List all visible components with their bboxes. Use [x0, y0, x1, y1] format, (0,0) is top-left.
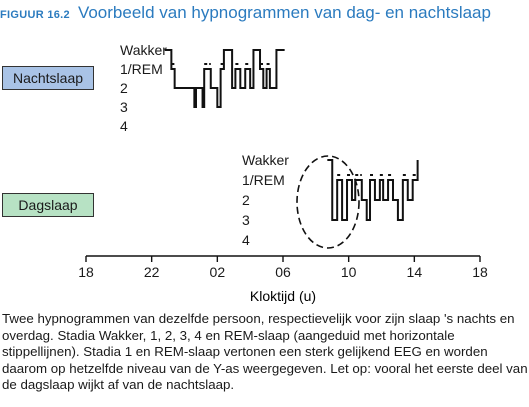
x-tick-label: 14 — [407, 264, 423, 280]
y-level-label: Wakker — [242, 152, 289, 168]
x-tick-label: 02 — [210, 264, 226, 280]
figure-caption: Twee hypnogrammen van dezelfde persoon, … — [2, 311, 528, 392]
y-level-label: 4 — [242, 232, 250, 248]
y-level-label: 4 — [120, 118, 128, 134]
x-tick-label: 22 — [144, 264, 160, 280]
day-sleep-tag: Dagslaap — [2, 193, 94, 217]
x-tick-label: 18 — [472, 264, 488, 280]
x-tick-label: 18 — [78, 264, 94, 280]
day-hypnogram — [327, 159, 419, 221]
hypnogram-line — [164, 49, 285, 108]
highlight-ellipse — [296, 155, 360, 249]
y-level-label: 1/REM — [120, 61, 163, 77]
x-axis: 18 22 02 06 10 14 18 — [78, 255, 488, 280]
x-tick-label: 06 — [275, 264, 291, 280]
y-level-label: 3 — [242, 212, 250, 228]
y-level-label: 1/REM — [242, 172, 285, 188]
night-hypnogram — [164, 49, 285, 108]
day-y-labels: Wakker 1/REM 2 3 4 — [242, 152, 289, 248]
hypnogram-chart: Wakker 1/REM 2 3 4 Wakker 1/REM 2 3 4 18 22 02 06 10… — [78, 42, 488, 304]
x-axis-label: Kloktijd (u) — [250, 288, 316, 304]
y-level-label: 2 — [242, 192, 250, 208]
y-level-label: 3 — [120, 99, 128, 115]
y-level-label: 2 — [120, 80, 128, 96]
figure-title: FIGUUR 16.2 Voorbeeld van hypnogrammen v… — [0, 2, 491, 23]
night-y-labels: Wakker 1/REM 2 3 4 — [120, 42, 167, 134]
figure-label: FIGUUR 16.2 — [0, 9, 70, 21]
night-sleep-tag: Nachtslaap — [2, 66, 94, 90]
y-level-label: Wakker — [120, 42, 167, 58]
x-tick-label: 10 — [341, 264, 357, 280]
hypnogram-line — [327, 159, 419, 221]
figure-heading: Voorbeeld van hypnogrammen van dag- en n… — [77, 3, 491, 22]
